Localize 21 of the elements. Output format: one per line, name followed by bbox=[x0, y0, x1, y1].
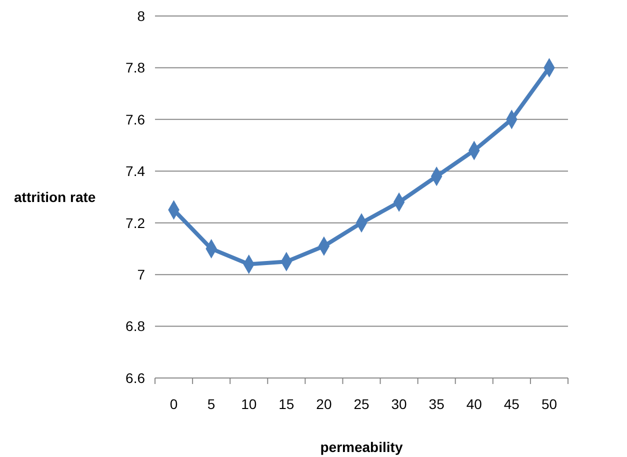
x-tick-label: 30 bbox=[391, 396, 408, 412]
x-tick-label: 50 bbox=[541, 396, 558, 412]
y-tick-label: 7 bbox=[137, 266, 146, 282]
y-tick-label: 8 bbox=[137, 8, 146, 24]
y-tick-label: 7.8 bbox=[126, 60, 146, 76]
y-tick-label: 7.4 bbox=[126, 163, 146, 180]
y-axis-title: attrition rate bbox=[14, 189, 96, 205]
y-tick-label: 7.2 bbox=[126, 214, 146, 231]
x-tick-label: 10 bbox=[241, 396, 257, 412]
y-tick-label: 6.8 bbox=[126, 318, 146, 334]
x-tick-label: 25 bbox=[354, 396, 370, 412]
y-tick-label: 7.6 bbox=[126, 111, 146, 128]
x-tick-label: 0 bbox=[170, 396, 178, 412]
x-tick-label: 15 bbox=[278, 396, 294, 412]
x-tick-label: 40 bbox=[466, 396, 482, 412]
x-tick-label: 45 bbox=[504, 396, 520, 412]
x-axis-title: permeability bbox=[320, 439, 403, 455]
y-tick-label: 6.6 bbox=[126, 370, 146, 386]
x-tick-label: 5 bbox=[207, 396, 216, 412]
x-tick-label: 35 bbox=[428, 396, 445, 412]
x-tick-label: 20 bbox=[316, 396, 332, 412]
